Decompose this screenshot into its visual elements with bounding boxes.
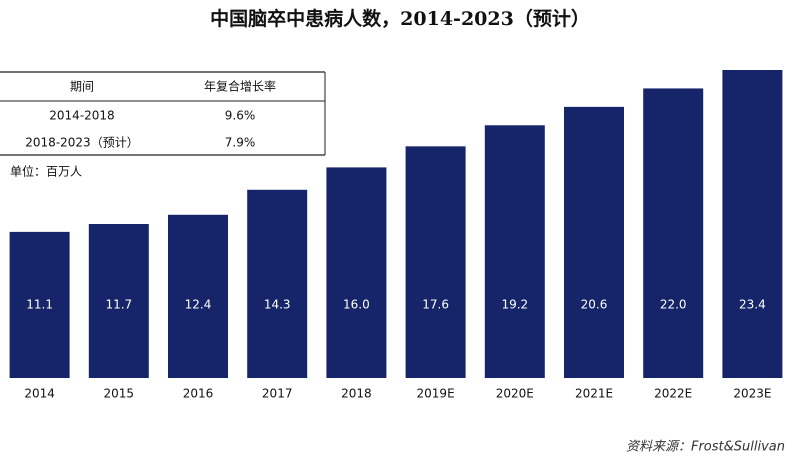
- value-label: 11.7: [105, 298, 132, 312]
- value-label: 12.4: [185, 298, 212, 312]
- value-label: 23.4: [739, 298, 766, 312]
- x-tick-label: 2018: [341, 387, 372, 401]
- bar: [247, 189, 308, 378]
- bar: [168, 214, 228, 378]
- value-label: 11.1: [26, 298, 53, 312]
- table-cell: 2018-2023（预计）: [25, 136, 138, 150]
- table-header: 年复合增长率: [204, 79, 276, 94]
- table-cell: 2014-2018: [49, 109, 114, 123]
- x-tick-label: 2021E: [575, 387, 613, 401]
- x-tick-label: 2020E: [496, 387, 534, 401]
- x-tick-label: 2022E: [654, 387, 692, 401]
- value-label: 14.3: [264, 298, 291, 312]
- bar: [405, 146, 466, 378]
- bar: [9, 231, 70, 378]
- x-tick-label: 2019E: [417, 387, 455, 401]
- table-cell: 9.6%: [225, 109, 256, 123]
- value-label: 16.0: [343, 298, 370, 312]
- bar: [564, 106, 624, 378]
- bar: [326, 167, 387, 378]
- value-label: 19.2: [501, 298, 528, 312]
- value-label: 17.6: [422, 298, 449, 312]
- source-note: 资料来源：Frost&Sullivan: [626, 440, 785, 455]
- bar: [722, 70, 783, 378]
- table-header: 期间: [70, 80, 94, 94]
- x-tick-label: 2014: [24, 387, 55, 401]
- value-label: 20.6: [581, 298, 608, 312]
- chart-title: 中国脑卒中患病人数，2014-2023（预计）: [210, 7, 590, 30]
- value-label: 22.0: [660, 298, 687, 312]
- bar: [643, 88, 704, 378]
- bar: [484, 125, 545, 379]
- bar: [88, 224, 149, 378]
- x-tick-label: 2016: [183, 387, 214, 401]
- x-tick-label: 2017: [262, 387, 293, 401]
- table-cell: 7.9%: [225, 136, 256, 150]
- x-tick-label: 2015: [104, 387, 135, 401]
- unit-label: 单位：百万人: [10, 164, 82, 179]
- x-tick-label: 2023E: [733, 387, 771, 401]
